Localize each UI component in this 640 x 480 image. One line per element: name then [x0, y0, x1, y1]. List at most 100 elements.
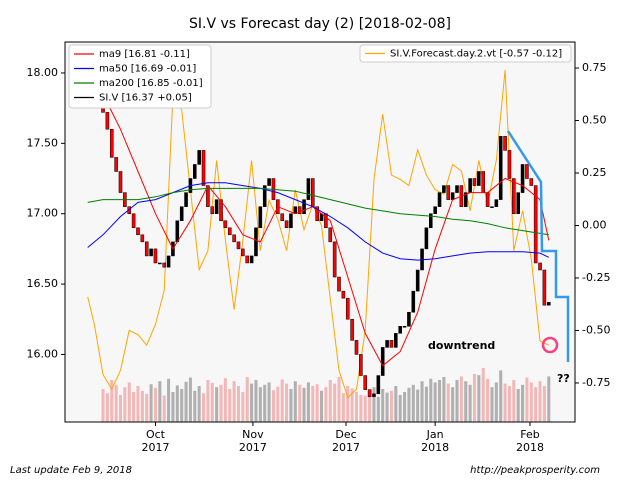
candle-body [350, 319, 354, 341]
candle-body [109, 129, 114, 158]
volume-bar [403, 392, 407, 422]
volume-bar [136, 386, 140, 422]
candle-body [402, 326, 407, 328]
x-tick-label: Nov [242, 428, 264, 441]
candle-body [245, 255, 250, 264]
plot-frame [64, 41, 576, 423]
volume-bar [210, 383, 214, 422]
legend-label: ma9 [16.81 -0.11] [99, 49, 190, 60]
volume-bar [114, 384, 118, 422]
volume-bar [512, 380, 516, 422]
candle-body [472, 178, 477, 186]
volume-bar [542, 386, 546, 422]
volume-bar [411, 384, 415, 422]
volume-bar [197, 386, 201, 422]
candle-body [512, 178, 516, 214]
candle-body [345, 297, 350, 320]
volume-bar [241, 392, 245, 422]
x-tick-label: Feb [520, 428, 539, 441]
candle-body [144, 241, 149, 257]
candle-body [468, 178, 472, 193]
volume-bar [223, 378, 227, 422]
candle-body [533, 185, 538, 264]
candle-body [455, 185, 459, 193]
candle-body [193, 164, 197, 179]
candle-body [201, 150, 206, 186]
volume-bar [385, 392, 389, 422]
candle-body [293, 206, 298, 214]
volume-bar [219, 384, 223, 422]
annotation: downtrend [428, 339, 495, 352]
volume-bar [481, 368, 485, 422]
volume-bar [105, 393, 109, 422]
volume-bar [477, 375, 481, 422]
volume-bar [293, 381, 297, 422]
volume-bar [271, 390, 275, 422]
candle-body [463, 192, 468, 207]
footer-left: Last update Feb 9, 2018 [10, 465, 132, 476]
volume-bar [171, 392, 175, 422]
candle-body [477, 171, 481, 186]
candle-body [546, 302, 551, 306]
candle-body [415, 269, 420, 292]
volume-bar [354, 392, 359, 422]
footer-right: http://peakprosperity.com [470, 465, 600, 476]
candle-body [490, 206, 494, 208]
volume-bar [158, 381, 162, 422]
volume-bar [118, 395, 123, 422]
candle-body [389, 340, 394, 348]
volume-bar [298, 384, 302, 422]
volume-bar [359, 395, 363, 422]
candle-body [131, 213, 136, 229]
volume-bar [202, 393, 206, 422]
volume-bar [494, 382, 498, 422]
marks-layer [87, 70, 551, 399]
volume-bar [127, 382, 131, 422]
volume-bar [328, 380, 332, 422]
candle-body [363, 375, 368, 390]
legend-label: ma50 [16.69 -0.01] [99, 64, 196, 75]
volume-bar [389, 390, 393, 422]
legend-right [359, 44, 572, 63]
volume-bar [132, 392, 136, 422]
line-series [102, 93, 550, 367]
volume-bar [346, 386, 350, 422]
x-tick-year: 2017 [141, 441, 169, 454]
volume-bar [446, 383, 450, 422]
y2-tick-label: 0.75 [582, 61, 607, 74]
candle-body [162, 262, 166, 268]
y2-tick-label: 0.25 [582, 166, 607, 179]
y-tick-label: 17.50 [27, 136, 59, 149]
volume-bar [521, 384, 525, 422]
volume-bar [215, 387, 219, 422]
volume-bar [459, 376, 463, 422]
candle-body [158, 262, 162, 265]
volume-bar [398, 395, 402, 422]
candle-body [359, 354, 363, 376]
candle-body [153, 248, 158, 264]
x-tick-year: 2017 [239, 441, 267, 454]
line-series [87, 187, 549, 236]
volume-bar [363, 395, 367, 422]
volume-bar [267, 382, 271, 422]
volume-bar [175, 385, 179, 422]
volume-bar [368, 390, 372, 422]
volume-bar [333, 383, 337, 422]
candle-body [105, 112, 110, 130]
y2-tick-label: 0.50 [582, 114, 607, 127]
volume-bar [306, 382, 310, 422]
volume-bar [101, 389, 105, 422]
candle-body [494, 199, 499, 207]
volume-bar [372, 387, 376, 422]
candle-body [442, 185, 446, 193]
volume-bar [140, 390, 144, 422]
volume-bar [429, 378, 433, 422]
y2-tick-label: -0.50 [582, 323, 610, 336]
volume-bar [350, 388, 354, 422]
candle-body [367, 389, 372, 397]
x-tick-year: 2018 [516, 441, 544, 454]
volume-bar [188, 377, 192, 422]
candle-body [284, 220, 289, 229]
candle-body [166, 255, 171, 268]
